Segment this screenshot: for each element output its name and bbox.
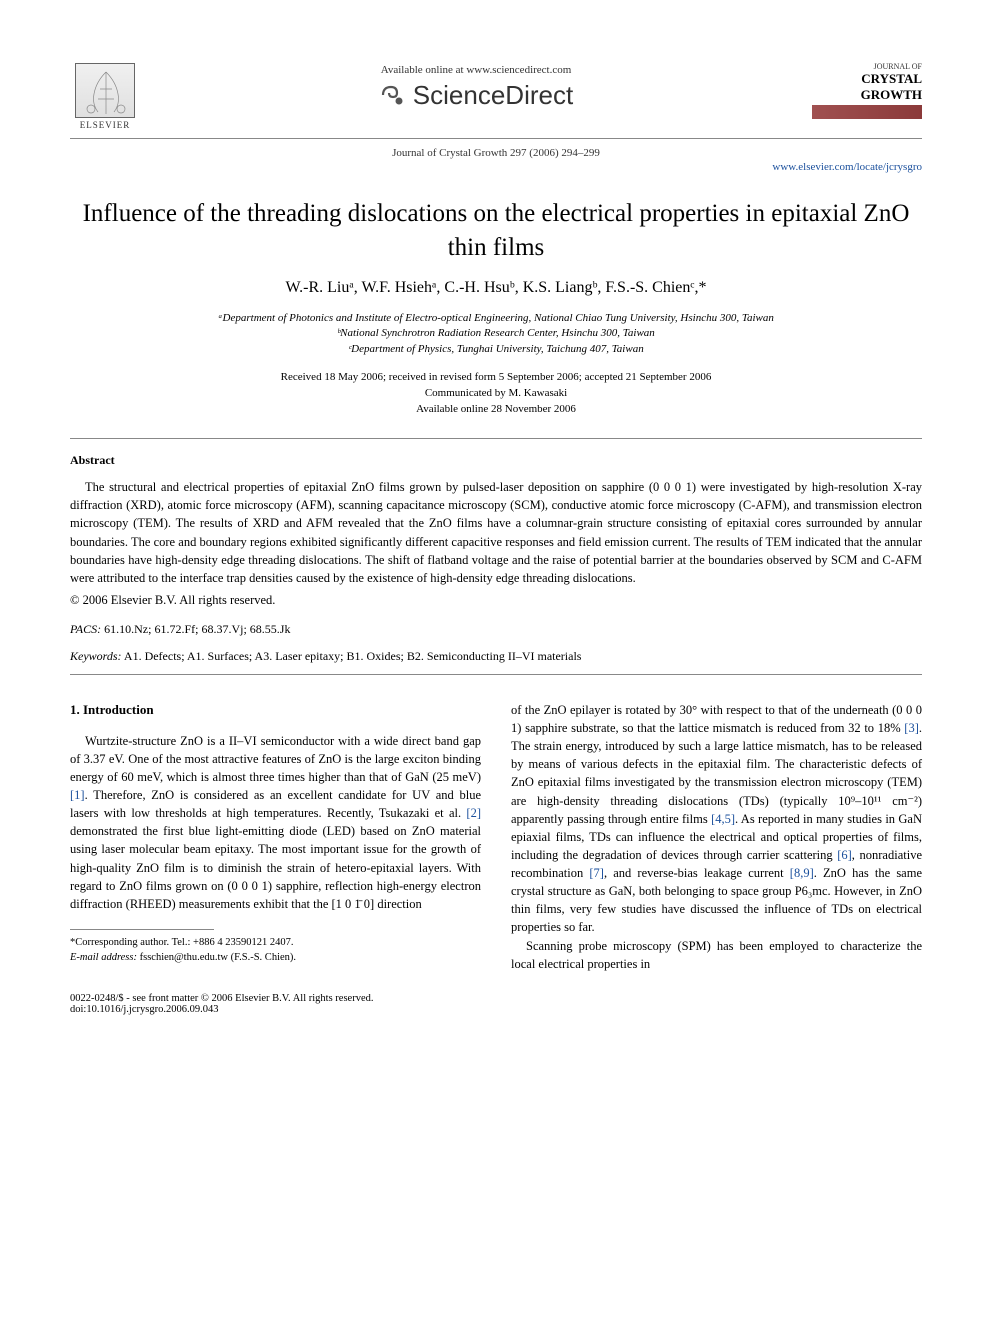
- elsevier-logo: ELSEVIER: [70, 50, 140, 130]
- journal-link[interactable]: www.elsevier.com/locate/jcrysgro: [70, 161, 922, 173]
- abstract-heading: Abstract: [70, 453, 922, 468]
- footnote-corresponding: *Corresponding author. Tel.: +886 4 2359…: [70, 936, 481, 951]
- ref-link[interactable]: [1]: [70, 788, 85, 802]
- footer-row: 0022-0248/$ - see front matter © 2006 El…: [70, 993, 922, 1015]
- keywords-text: A1. Defects; A1. Surfaces; A3. Laser epi…: [122, 649, 582, 663]
- available-online-text: Available online at www.sciencedirect.co…: [140, 64, 812, 76]
- footer-doi: doi:10.1016/j.jcrysgro.2006.09.043: [70, 1004, 373, 1015]
- date-communicated: Communicated by M. Kawasaki: [70, 386, 922, 402]
- ref-link[interactable]: [8,9]: [790, 866, 814, 880]
- abstract-body: The structural and electrical properties…: [70, 480, 922, 585]
- affiliation-c: ᶜDepartment of Physics, Tunghai Universi…: [70, 342, 922, 358]
- abstract-text: The structural and electrical properties…: [70, 478, 922, 587]
- column-right: of the ZnO epilayer is rotated by 30° wi…: [511, 701, 922, 973]
- journal-logo-crystal: CRYSTAL: [812, 71, 922, 87]
- article-dates: Received 18 May 2006; received in revise…: [70, 370, 922, 418]
- divider: [70, 138, 922, 139]
- journal-logo: JOURNAL OF CRYSTAL GROWTH: [812, 62, 922, 119]
- divider: [70, 438, 922, 439]
- ref-link[interactable]: [7]: [589, 866, 604, 880]
- journal-logo-growth: GROWTH: [812, 87, 922, 103]
- sciencedirect-brand: ScienceDirect: [140, 80, 812, 111]
- header-row: ELSEVIER Available online at www.science…: [70, 50, 922, 130]
- column-left: 1. Introduction Wurtzite-structure ZnO i…: [70, 701, 481, 973]
- affiliation-b: ᵇNational Synchrotron Radiation Research…: [70, 326, 922, 342]
- ref-link[interactable]: [2]: [466, 806, 481, 820]
- footnote-divider: [70, 929, 214, 930]
- footnote-block: *Corresponding author. Tel.: +886 4 2359…: [70, 936, 481, 965]
- body-columns: 1. Introduction Wurtzite-structure ZnO i…: [70, 701, 922, 973]
- footer-front-matter: 0022-0248/$ - see front matter © 2006 El…: [70, 993, 373, 1004]
- body-paragraph: Wurtzite-structure ZnO is a II–VI semico…: [70, 732, 481, 913]
- keywords-label: Keywords:: [70, 649, 122, 663]
- section-heading: 1. Introduction: [70, 701, 481, 720]
- elsevier-tree-icon: [75, 63, 135, 118]
- affiliation-a: ᵃDepartment of Photonics and Institute o…: [70, 311, 922, 327]
- ref-link[interactable]: [6]: [837, 848, 852, 862]
- ref-link[interactable]: [3]: [904, 721, 919, 735]
- date-received: Received 18 May 2006; received in revise…: [70, 370, 922, 386]
- footnote-email[interactable]: fsschien@thu.edu.tw (F.S.-S. Chien).: [137, 952, 296, 963]
- keywords-line: Keywords: A1. Defects; A1. Surfaces; A3.…: [70, 649, 922, 664]
- journal-logo-bar: [812, 105, 922, 119]
- center-header: Available online at www.sciencedirect.co…: [140, 64, 812, 117]
- date-online: Available online 28 November 2006: [70, 402, 922, 418]
- pacs-codes: 61.10.Nz; 61.72.Ff; 68.37.Vj; 68.55.Jk: [101, 622, 290, 636]
- copyright-line: © 2006 Elsevier B.V. All rights reserved…: [70, 593, 922, 608]
- pacs-line: PACS: 61.10.Nz; 61.72.Ff; 68.37.Vj; 68.5…: [70, 622, 922, 637]
- journal-logo-top: JOURNAL OF: [812, 62, 922, 71]
- ref-link[interactable]: [4,5]: [711, 812, 735, 826]
- authors-line: W.-R. Liuᵃ, W.F. Hsiehᵃ, C.-H. Hsuᵇ, K.S…: [70, 279, 922, 297]
- footnote-email-label: E-mail address:: [70, 952, 137, 963]
- affiliations: ᵃDepartment of Photonics and Institute o…: [70, 311, 922, 359]
- body-paragraph: of the ZnO epilayer is rotated by 30° wi…: [511, 701, 922, 937]
- article-title: Influence of the threading dislocations …: [70, 197, 922, 265]
- pacs-label: PACS:: [70, 622, 101, 636]
- journal-reference: Journal of Crystal Growth 297 (2006) 294…: [70, 147, 922, 159]
- divider: [70, 674, 922, 675]
- footnote-email-line: E-mail address: fsschien@thu.edu.tw (F.S…: [70, 951, 481, 966]
- body-paragraph: Scanning probe microscopy (SPM) has been…: [511, 937, 922, 973]
- sciencedirect-label: ScienceDirect: [413, 80, 573, 111]
- footer-left: 0022-0248/$ - see front matter © 2006 El…: [70, 993, 373, 1015]
- sciencedirect-icon: [379, 81, 407, 109]
- elsevier-label: ELSEVIER: [80, 120, 131, 130]
